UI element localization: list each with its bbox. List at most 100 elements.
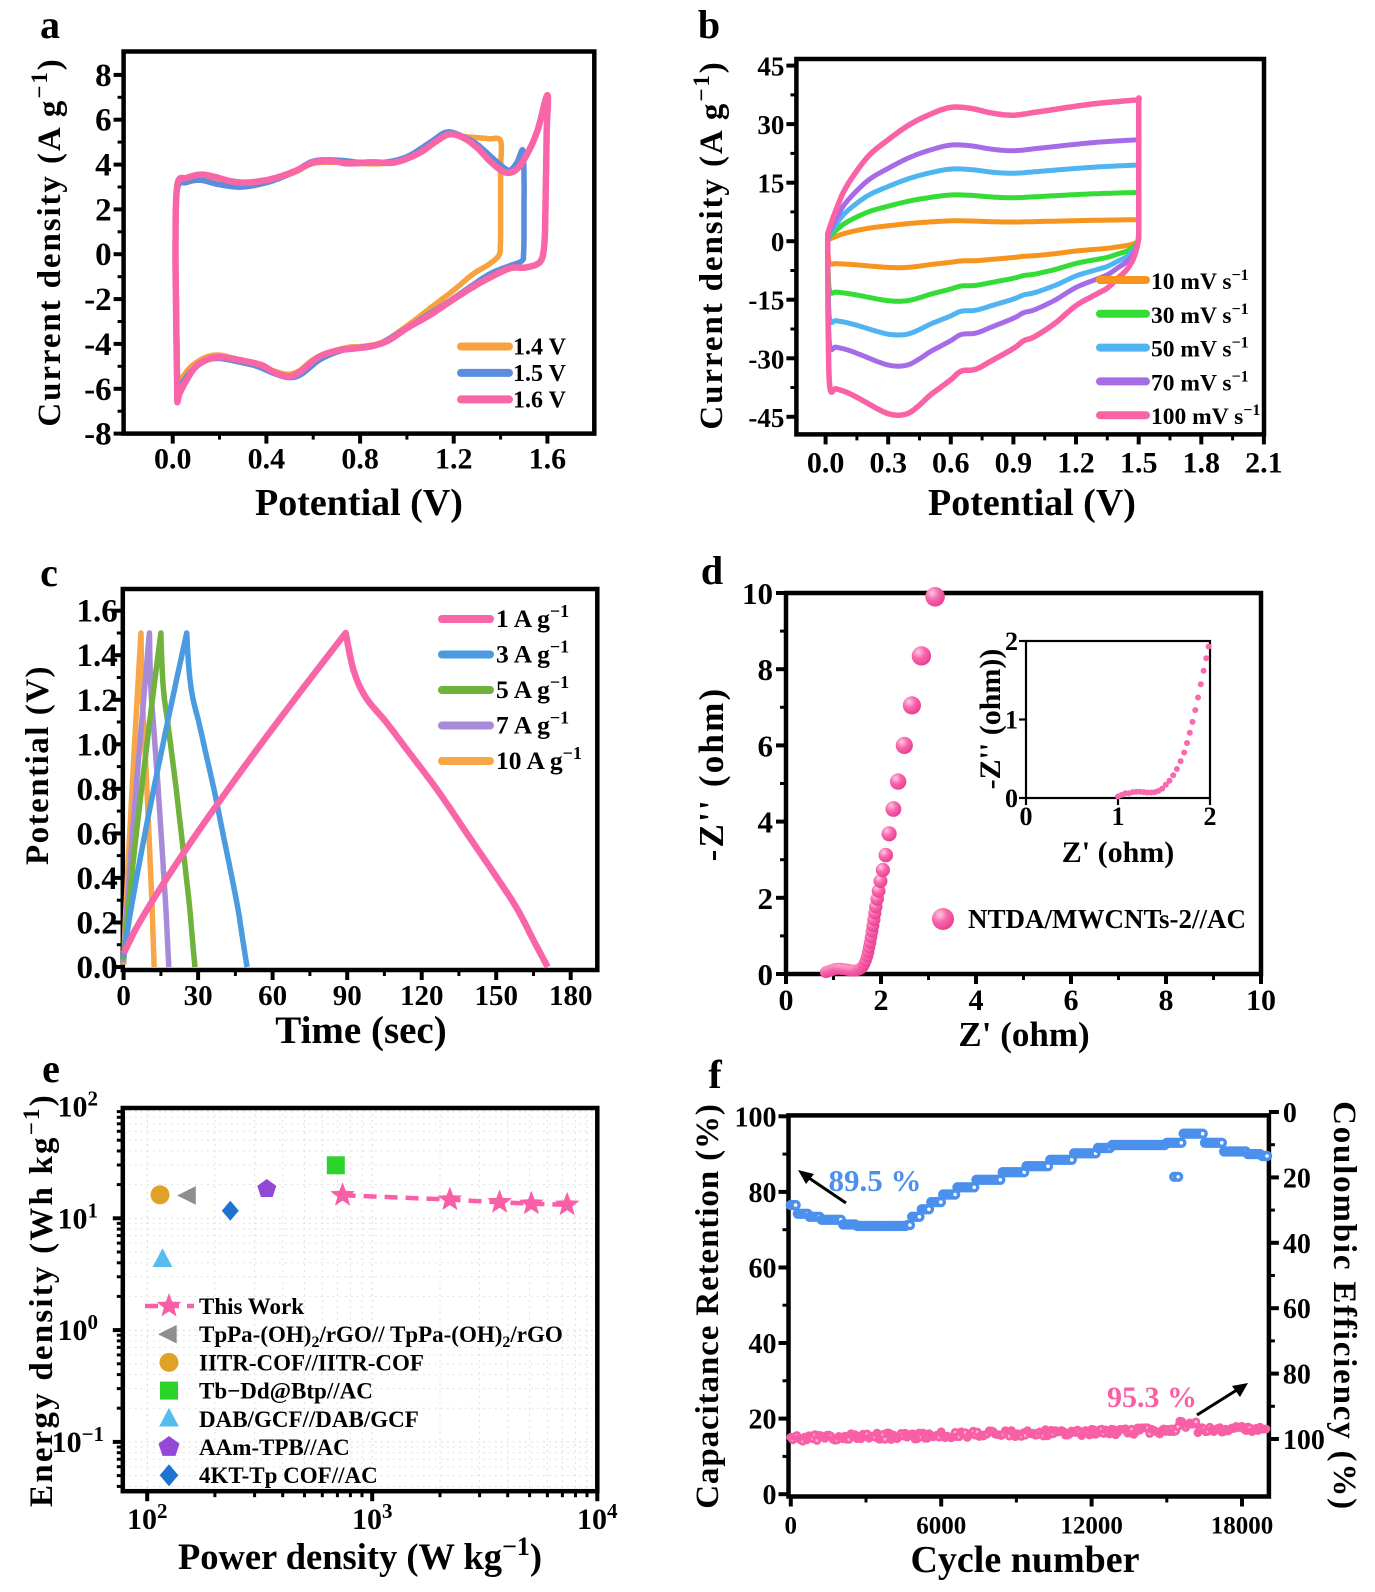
svg-text:Current density (A g−1): Current density (A g−1) xyxy=(27,57,68,426)
svg-text:100: 100 xyxy=(58,1310,99,1347)
svg-text:40: 40 xyxy=(1283,1229,1311,1260)
svg-text:0.6: 0.6 xyxy=(932,446,970,479)
svg-text:30: 30 xyxy=(757,110,784,140)
svg-text:45: 45 xyxy=(757,52,784,82)
svg-text:0.3: 0.3 xyxy=(869,446,907,479)
svg-text:103: 103 xyxy=(352,1499,393,1536)
svg-text:Z' (ohm): Z' (ohm) xyxy=(958,1015,1089,1054)
svg-text:10 mV s−1: 10 mV s−1 xyxy=(1151,267,1249,295)
svg-text:89.5 %: 89.5 % xyxy=(829,1163,922,1198)
svg-text:0: 0 xyxy=(1283,1098,1297,1129)
svg-text:2: 2 xyxy=(95,192,112,228)
svg-text:4: 4 xyxy=(95,148,112,184)
svg-text:1.2: 1.2 xyxy=(435,443,473,476)
svg-text:Potential (V): Potential (V) xyxy=(255,482,463,524)
svg-text:60: 60 xyxy=(1283,1294,1311,1325)
svg-text:Capacitance Retention (%): Capacitance Retention (%) xyxy=(690,1103,726,1509)
svg-text:-45: -45 xyxy=(748,403,784,433)
svg-text:4: 4 xyxy=(969,984,984,1017)
svg-text:1.8: 1.8 xyxy=(1183,446,1221,479)
svg-text:This Work: This Work xyxy=(199,1294,304,1319)
svg-text:Cycle number: Cycle number xyxy=(910,1539,1139,1581)
svg-text:-6: -6 xyxy=(84,372,112,408)
svg-text:0.8: 0.8 xyxy=(341,443,379,476)
svg-text:4: 4 xyxy=(758,805,774,840)
svg-text:95.3 %: 95.3 % xyxy=(1107,1381,1197,1414)
svg-text:4KT-Tp COF//AC: 4KT-Tp COF//AC xyxy=(199,1463,378,1488)
svg-text:0.4: 0.4 xyxy=(77,861,118,897)
svg-text:-8: -8 xyxy=(84,417,112,453)
svg-text:1: 1 xyxy=(1005,706,1018,735)
svg-text:102: 102 xyxy=(127,1499,168,1536)
svg-text:-2: -2 xyxy=(84,282,112,318)
svg-text:102: 102 xyxy=(58,1087,99,1124)
svg-text:30: 30 xyxy=(184,980,213,1012)
svg-text:150: 150 xyxy=(474,980,518,1012)
svg-text:f: f xyxy=(708,1052,722,1097)
svg-text:8: 8 xyxy=(95,58,112,94)
svg-text:IITR-COF//IITR-COF: IITR-COF//IITR-COF xyxy=(199,1350,424,1375)
svg-text:DAB/GCF//DAB/GCF: DAB/GCF//DAB/GCF xyxy=(199,1407,419,1432)
svg-text:6: 6 xyxy=(758,728,774,763)
svg-text:104: 104 xyxy=(577,1499,618,1536)
svg-text:TpPa-(OH)2/rGO// TpPa-(OH)2/rG: TpPa-(OH)2/rGO// TpPa-(OH)2/rGO xyxy=(199,1322,563,1351)
svg-text:1 A g−1: 1 A g−1 xyxy=(496,601,569,633)
svg-text:1.6: 1.6 xyxy=(77,594,118,630)
svg-text:3 A g−1: 3 A g−1 xyxy=(496,637,569,669)
svg-text:100: 100 xyxy=(735,1102,777,1133)
svg-text:Z' (ohm): Z' (ohm) xyxy=(1062,836,1175,869)
svg-text:0: 0 xyxy=(1005,784,1018,813)
svg-text:70 mV s−1: 70 mV s−1 xyxy=(1151,368,1249,396)
svg-text:0.2: 0.2 xyxy=(77,906,118,942)
svg-text:0.6: 0.6 xyxy=(77,816,118,852)
svg-text:1.6: 1.6 xyxy=(529,443,567,476)
svg-text:90: 90 xyxy=(333,980,362,1012)
svg-text:-Z'' (ohm): -Z'' (ohm) xyxy=(692,687,731,862)
svg-text:20: 20 xyxy=(749,1405,777,1436)
svg-text:-Z'' (ohm)): -Z'' (ohm)) xyxy=(974,649,1007,790)
svg-text:b: b xyxy=(698,2,720,47)
svg-text:-30: -30 xyxy=(748,344,784,374)
svg-text:0: 0 xyxy=(758,957,774,992)
svg-text:0: 0 xyxy=(95,237,112,273)
svg-text:0.8: 0.8 xyxy=(77,772,118,808)
svg-text:c: c xyxy=(40,550,58,595)
svg-text:Energy density (Wh kg−1): Energy density (Wh kg−1) xyxy=(19,1093,60,1507)
svg-text:0: 0 xyxy=(771,227,785,257)
svg-text:60: 60 xyxy=(258,980,287,1012)
svg-text:5 A g−1: 5 A g−1 xyxy=(496,672,569,704)
svg-text:6000: 6000 xyxy=(916,1513,966,1540)
svg-text:-15: -15 xyxy=(748,286,784,316)
svg-text:15: 15 xyxy=(757,169,784,199)
svg-text:1.2: 1.2 xyxy=(77,683,118,719)
svg-text:AAm-TPB//AC: AAm-TPB//AC xyxy=(199,1435,350,1460)
svg-text:0.0: 0.0 xyxy=(77,950,118,986)
svg-text:d: d xyxy=(701,548,723,593)
svg-text:60: 60 xyxy=(749,1254,777,1285)
svg-text:0.4: 0.4 xyxy=(248,443,286,476)
svg-text:80: 80 xyxy=(1283,1360,1311,1391)
svg-text:20: 20 xyxy=(1283,1163,1311,1194)
svg-text:100 mV s−1: 100 mV s−1 xyxy=(1151,402,1260,430)
svg-text:7 A g−1: 7 A g−1 xyxy=(496,708,569,740)
svg-text:0: 0 xyxy=(116,980,131,1012)
svg-text:1.5: 1.5 xyxy=(1120,446,1158,479)
svg-text:e: e xyxy=(42,1046,60,1091)
svg-text:1.6 V: 1.6 V xyxy=(513,387,567,413)
svg-text:50 mV s−1: 50 mV s−1 xyxy=(1151,335,1249,363)
svg-text:30 mV s−1: 30 mV s−1 xyxy=(1151,301,1249,329)
svg-text:0: 0 xyxy=(779,984,794,1017)
svg-text:Coulombic Efficiency (%): Coulombic Efficiency (%) xyxy=(1326,1101,1362,1511)
svg-text:120: 120 xyxy=(400,980,444,1012)
svg-text:8: 8 xyxy=(1159,984,1174,1017)
svg-text:1: 1 xyxy=(1112,802,1125,831)
svg-text:0.0: 0.0 xyxy=(154,443,192,476)
svg-text:0: 0 xyxy=(1020,802,1033,831)
svg-text:Power density (W kg−1): Power density (W kg−1) xyxy=(178,1532,542,1577)
svg-text:1.2: 1.2 xyxy=(1057,446,1095,479)
svg-text:10: 10 xyxy=(742,576,773,611)
svg-text:2.1: 2.1 xyxy=(1245,446,1283,479)
svg-text:180: 180 xyxy=(549,980,593,1012)
svg-text:NTDA/MWCNTs-2//AC: NTDA/MWCNTs-2//AC xyxy=(968,904,1246,934)
svg-text:101: 101 xyxy=(58,1198,99,1235)
